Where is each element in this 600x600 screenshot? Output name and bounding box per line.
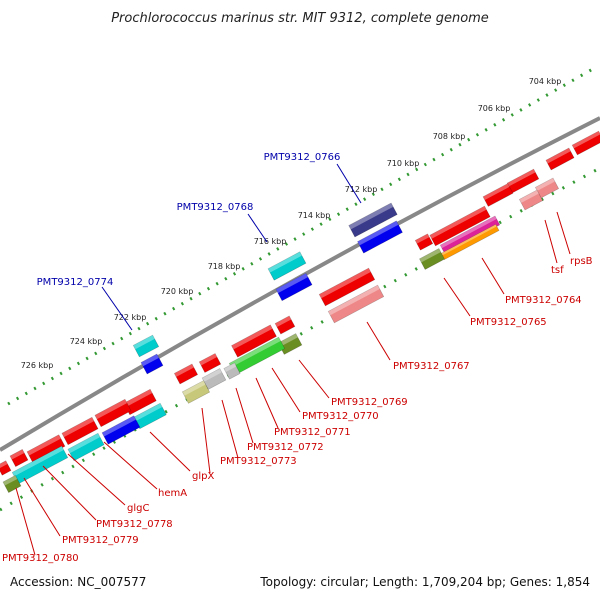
gene-feature: [9, 449, 29, 467]
gene-feature: [123, 388, 157, 416]
label-leader: [336, 163, 362, 204]
gene-feature: [545, 147, 575, 171]
gene-label: PMT9312_0770: [302, 411, 379, 422]
label-leader: [481, 257, 505, 295]
gene-feature: [0, 460, 12, 476]
gene-label: PMT9312_0779: [62, 535, 139, 546]
gene-label: tsf: [551, 265, 564, 276]
gene-feature: [506, 168, 540, 194]
label-leader: [544, 219, 558, 264]
gene-features: [0, 130, 600, 493]
label-leader: [556, 211, 571, 255]
gene-label: PMT9312_0767: [393, 361, 470, 372]
gene-feature: [357, 220, 403, 254]
highlighted-gene-label: PMT9312_0766: [264, 152, 341, 163]
gene-label: PMT9312_0773: [220, 456, 297, 467]
gene-label: rpsB: [570, 256, 593, 267]
label-leaders: [15, 163, 571, 556]
ruler-tick-label: 718 kbp: [208, 262, 241, 271]
ruler-tick-labels: 704 kbp 706 kbp 708 kbp 710 kbp 712 kbp 714 k…: [21, 77, 562, 370]
gene-feature: [267, 251, 307, 281]
map-title: Prochlorococcus marinus str. MIT 9312, c…: [111, 11, 489, 26]
gene-feature: [318, 267, 376, 307]
gene-feature: [534, 177, 560, 199]
label-leader: [149, 431, 191, 472]
ruler-tick-label: 712 kbp: [345, 185, 378, 194]
ruler-tick-label: 704 kbp: [529, 77, 562, 86]
ruler-tick-label: 706 kbp: [478, 104, 511, 113]
gene-feature: [132, 334, 160, 358]
gene-feature: [198, 353, 222, 373]
gene-label: PMT9312_0780: [2, 553, 79, 564]
gene-feature: [327, 284, 385, 324]
gene-feature: [173, 363, 199, 385]
highlighted-gene-label: PMT9312_0774: [37, 277, 114, 288]
gene-feature: [26, 434, 66, 464]
gene-label: PMT9312_0772: [247, 442, 324, 453]
ruler-arc: [7, 64, 599, 406]
gene-label: PMT9312_0764: [505, 295, 582, 306]
label-leader: [101, 286, 133, 331]
gene-feature: [94, 398, 132, 428]
gene-label: glgC: [127, 503, 149, 514]
highlighted-gene-label: PMT9312_0768: [177, 202, 254, 213]
label-leader: [443, 277, 471, 317]
gene-feature: [348, 202, 398, 238]
gene-label: hemA: [158, 488, 187, 499]
gene-label: PMT9312_0778: [96, 519, 173, 530]
gene-feature: [67, 432, 105, 462]
ruler-tick-label: 722 kbp: [114, 313, 147, 322]
gene-feature: [482, 183, 514, 207]
label-leader: [201, 407, 211, 474]
ruler-tick-label: 720 kbp: [161, 287, 194, 296]
gene-feature: [414, 233, 434, 251]
genome-summary-text: Topology: circular; Length: 1,709,204 bp…: [259, 575, 590, 589]
ruler-tick-label: 708 kbp: [433, 132, 466, 141]
label-leader: [103, 441, 158, 490]
gene-feature: [275, 272, 313, 302]
gene-feature: [231, 324, 277, 358]
label-leader: [271, 367, 301, 413]
ruler-tick-label: 716 kbp: [254, 237, 287, 246]
gene-feature: [571, 130, 600, 156]
gene-feature: [140, 353, 164, 375]
accession-text: Accession: NC_007577: [10, 575, 146, 589]
gene-labels: PMT9312_0766 PMT9312_0768 PMT9312_0774 rpsB…: [2, 152, 593, 564]
label-leader: [255, 377, 279, 429]
ruler-tick-label: 726 kbp: [21, 361, 54, 370]
label-leader: [42, 465, 97, 521]
label-leader: [221, 399, 239, 459]
gene-feature: [419, 248, 445, 270]
gene-feature: [181, 380, 211, 404]
label-leader: [67, 453, 126, 506]
ruler-tick-label: 714 kbp: [298, 211, 331, 220]
label-leader: [15, 487, 36, 556]
label-leader: [298, 359, 330, 399]
gene-feature: [101, 415, 141, 445]
ruler-tick-label: 724 kbp: [70, 337, 103, 346]
label-leader: [23, 477, 61, 537]
label-leader: [235, 387, 254, 444]
gene-label: PMT9312_0765: [470, 317, 547, 328]
gene-label: PMT9312_0769: [331, 397, 408, 408]
gene-feature: [223, 362, 241, 380]
gene-feature: [274, 315, 296, 335]
gene-feature: [518, 189, 544, 211]
ruler-tick-label: 710 kbp: [387, 159, 420, 168]
gene-feature: [429, 205, 491, 247]
gene-label: PMT9312_0771: [274, 427, 351, 438]
label-leader: [366, 321, 391, 361]
gene-feature: [61, 416, 99, 446]
label-leader: [247, 213, 268, 243]
gene-label: glpX: [192, 471, 214, 482]
